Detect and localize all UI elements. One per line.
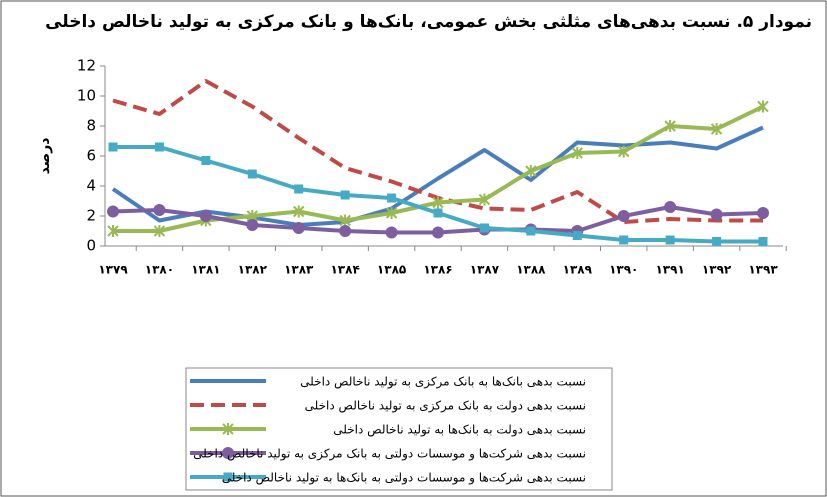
data-point [201, 156, 211, 165]
data-point [199, 210, 212, 222]
data-point [525, 165, 537, 177]
data-point [107, 225, 119, 237]
data-point [247, 169, 257, 179]
data-point [665, 235, 675, 245]
y-tick-label: 12 [77, 57, 96, 75]
legend-marker [222, 423, 234, 435]
data-point [153, 204, 166, 216]
data-point [339, 214, 351, 227]
data-point [385, 226, 398, 239]
legend-label: نسبت بدهی شرکت‌ها و موسسات دولتی به بانک… [193, 447, 586, 462]
data-point [339, 225, 352, 237]
data-point [619, 235, 629, 245]
y-tick-label: 10 [77, 87, 96, 105]
data-point [294, 184, 304, 194]
data-point [153, 225, 166, 237]
x-tick-label: ۱۳۸۱ [191, 263, 220, 277]
data-point [664, 120, 676, 132]
x-tick-label: ۱۳۹۳ [748, 263, 778, 277]
x-tick-label: ۱۳۹۲ [702, 263, 732, 277]
data-point [107, 205, 119, 218]
data-point [293, 205, 305, 218]
x-tick-label: ۱۳۸۳ [284, 263, 314, 277]
x-tick-label: ۱۳۹۱ [655, 263, 684, 277]
data-point [757, 100, 769, 113]
data-point [108, 142, 118, 152]
legend-label: نسبت بدهی بانک‌ها به بانک مرکزی به تولید… [300, 375, 586, 390]
data-point [758, 237, 768, 246]
data-point [757, 207, 769, 219]
x-tick-label: ۱۳۸۹ [563, 263, 593, 277]
x-tick-label: ۱۳۸۰ [145, 263, 174, 277]
data-point [571, 147, 583, 159]
data-point [712, 237, 722, 246]
y-axis-label: درصد [37, 138, 53, 175]
y-tick-label: 2 [86, 207, 96, 225]
data-point [433, 208, 443, 218]
x-tick-label: ۱۳۸۴ [330, 263, 359, 277]
y-tick-label: 8 [86, 117, 96, 135]
data-point [432, 196, 444, 209]
x-tick-label: ۱۳۸۷ [470, 263, 500, 277]
data-point [664, 201, 677, 213]
data-point [710, 208, 723, 221]
legend-marker [223, 472, 233, 482]
x-tick-label: ۱۳۸۶ [423, 263, 452, 277]
data-point [526, 226, 536, 236]
x-tick-label: ۱۳۹۰ [609, 263, 638, 277]
x-tick-label: ۱۳۷۹ [98, 263, 128, 277]
y-tick-label: 6 [86, 147, 96, 165]
series-line [111, 125, 764, 227]
data-point [710, 123, 723, 135]
x-tick-label: ۱۳۸۲ [238, 263, 268, 277]
x-tick-label: ۱۳۸۵ [377, 263, 406, 277]
legend-label: نسبت بدهی دولت به بانک مرکزی به تولید نا… [305, 399, 586, 414]
data-point [478, 193, 491, 206]
chart-title: نمودار ۵. نسبت بدهی‌های مثلثی بخش عمومی،… [45, 12, 812, 32]
data-point [340, 190, 350, 200]
data-point [479, 223, 489, 233]
data-point [385, 207, 398, 219]
data-point [617, 210, 630, 222]
legend-marker [222, 447, 234, 459]
data-point [292, 222, 305, 234]
x-tick-label: ۱۳۸۸ [516, 263, 546, 277]
data-point [618, 145, 630, 158]
legend-label: نسبت بدهی دولت به بانک‌ها به تولید ناخال… [333, 423, 586, 438]
data-point [432, 226, 444, 239]
y-tick-label: 0 [86, 237, 96, 255]
data-point [387, 193, 397, 203]
data-point [246, 219, 259, 231]
data-point [572, 231, 582, 240]
data-point [154, 142, 164, 152]
y-tick-label: 4 [86, 177, 96, 195]
legend-label: نسبت بدهی شرکت‌ها و موسسات دولتی به بانک… [222, 471, 586, 486]
